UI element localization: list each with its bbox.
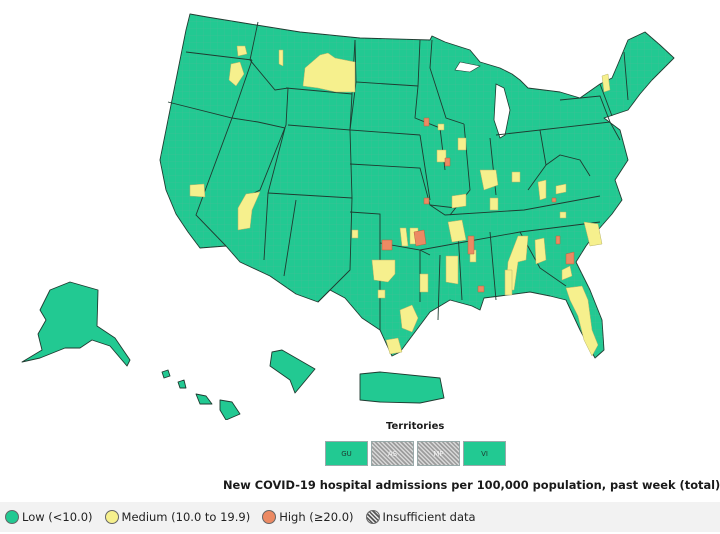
legend-item-medium[interactable]: Medium (10.0 to 19.9) <box>104 510 251 524</box>
territory-mp[interactable]: MP <box>417 441 460 466</box>
us-county-map <box>21 13 675 420</box>
medium-counties <box>189 45 611 357</box>
low-swatch-icon <box>5 510 19 524</box>
legend: Low (<10.0) Medium (10.0 to 19.9) High (… <box>0 502 720 532</box>
territory-as[interactable]: AS <box>371 441 414 466</box>
legend-item-insufficient[interactable]: Insufficient data <box>365 510 476 524</box>
territory-vi[interactable]: VI <box>463 441 506 466</box>
legend-label-low: Low (<10.0) <box>22 510 93 524</box>
legend-item-low[interactable]: Low (<10.0) <box>5 510 93 524</box>
medium-swatch-icon <box>104 510 119 524</box>
alaska <box>21 281 131 367</box>
high-counties <box>381 117 575 293</box>
legend-label-medium: Medium (10.0 to 19.9) <box>121 510 251 524</box>
territories-heading: Territories <box>386 421 445 432</box>
contiguous-us <box>159 13 675 359</box>
map-caption: New COVID-19 hospital admissions per 100… <box>223 478 720 492</box>
hawaii <box>161 369 241 420</box>
legend-item-high[interactable]: High (≥20.0) <box>262 510 354 524</box>
territory-gu[interactable]: GU <box>325 441 368 466</box>
legend-label-insufficient: Insufficient data <box>382 510 476 524</box>
dc-inset <box>269 349 316 394</box>
high-swatch-icon <box>262 510 277 524</box>
legend-label-high: High (≥20.0) <box>279 510 354 524</box>
puerto-rico <box>359 371 445 404</box>
hatched-swatch-icon <box>365 510 380 524</box>
territories-row: GU AS MP VI <box>325 441 506 466</box>
